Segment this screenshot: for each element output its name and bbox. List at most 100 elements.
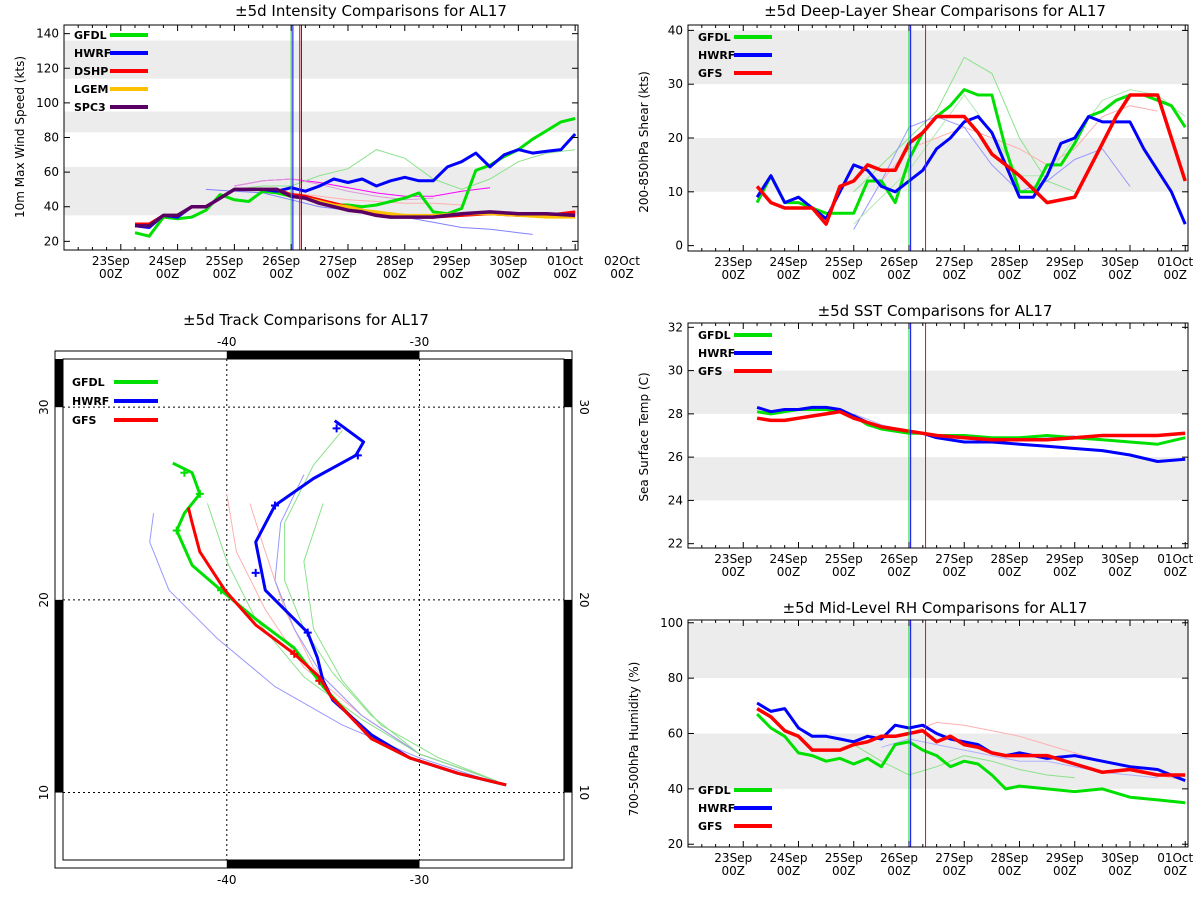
intensity-ytick-label: 140 — [36, 27, 59, 41]
sst-legend-label-hwrf: HWRF — [698, 347, 735, 360]
rh-ylabel: 700-500hPa Humidity (%) — [627, 662, 641, 817]
track-lon-label-top: -40 — [217, 335, 237, 349]
intensity-xtick-date: 27Sep — [319, 254, 357, 268]
rh-xtick-hour: 00Z — [832, 864, 856, 878]
sst-title: ±5d SST Comparisons for AL17 — [818, 302, 1053, 320]
shear-xtick-date: 28Sep — [991, 255, 1029, 269]
intensity-legend-label-spc3: SPC3 — [74, 101, 106, 114]
track-legend-label-gfs: GFS — [72, 414, 97, 427]
intensity-xtick-hour: 00Z — [269, 267, 293, 281]
sst-frame — [687, 322, 1189, 549]
rh-plot-area: 2040608010023Sep00Z24Sep00Z25Sep00Z26Sep… — [660, 616, 1193, 878]
track-legend-label-hwrf: HWRF — [72, 395, 109, 408]
rh-xtick-date: 27Sep — [935, 851, 973, 865]
track-lat-label-right: 10 — [577, 785, 591, 800]
track-marker-gfdl — [180, 468, 189, 477]
shear-ensemble-line-0 — [853, 56, 1075, 193]
track-lat-label-right: 20 — [577, 592, 591, 607]
shear-ytick-label: 40 — [668, 23, 683, 37]
shear-ytick-label: 10 — [668, 185, 683, 199]
track-ensemble-line-5 — [284, 429, 497, 782]
intensity-xtick-date: 01Oct — [547, 254, 583, 268]
shear-xtick-date: 01Oct — [1157, 255, 1193, 269]
shear-xtick-date: 27Sep — [935, 255, 973, 269]
intensity-ytick-label: 40 — [44, 200, 59, 214]
sst-xtick-hour: 00Z — [1163, 565, 1187, 579]
track-title: ±5d Track Comparisons for AL17 — [183, 311, 429, 329]
track-panel: ±5d Track Comparisons for AL17 -40 -40 -30… — [37, 311, 591, 887]
shear-xtick-hour: 00Z — [1163, 268, 1187, 282]
sst-xtick-hour: 00Z — [998, 565, 1022, 579]
sst-xtick-date: 23Sep — [714, 552, 752, 566]
rh-xtick-hour: 00Z — [1108, 864, 1132, 878]
sst-ylabel: Sea Surface Temp (C) — [637, 372, 651, 501]
track-lon-bar-bottom — [226, 860, 420, 868]
track-lon-label-top: -30 — [410, 335, 430, 349]
intensity-xtick-hour: 00Z — [497, 267, 521, 281]
track-lat-bar-left — [55, 359, 63, 408]
shear-legend-label-gfs: GFS — [698, 67, 723, 80]
sst-xtick-date: 01Oct — [1157, 552, 1193, 566]
rh-series-hwrf — [756, 701, 1186, 782]
track-marker-hwrf — [332, 424, 341, 433]
rh-ytick-label: 20 — [668, 837, 683, 851]
shear-xtick-hour: 00Z — [1108, 268, 1132, 282]
intensity-xtick-hour: 00Z — [440, 267, 464, 281]
sst-band-1 — [688, 370, 1188, 414]
intensity-legend-label-dshp: DSHP — [74, 65, 108, 78]
sst-xtick-hour: 00Z — [721, 565, 745, 579]
sst-legend-label-gfdl: GFDL — [698, 329, 731, 342]
rh-ytick-label: 60 — [668, 727, 683, 741]
intensity-xtick-date: 29Sep — [433, 254, 471, 268]
track-lat-label-left: 30 — [37, 400, 51, 415]
rh-xtick-date: 24Sep — [770, 851, 808, 865]
track-lat-label-left: 20 — [37, 592, 51, 607]
sst-xtick-date: 29Sep — [1046, 552, 1084, 566]
track-marker-hwrf — [251, 568, 260, 577]
track-ensemble-line-2 — [226, 493, 497, 782]
intensity-xtick-hour: 00Z — [99, 267, 123, 281]
shear-xtick-date: 25Sep — [825, 255, 863, 269]
sst-ytick-label: 22 — [668, 537, 683, 551]
shear-xtick-date: 29Sep — [1046, 255, 1084, 269]
shear-xtick-hour: 00Z — [887, 268, 911, 282]
sst-xtick-hour: 00Z — [942, 565, 966, 579]
intensity-ylabel: 10m Max Wind Speed (kts) — [13, 56, 27, 218]
intensity-xtick-date: 02Oct — [604, 254, 640, 268]
intensity-ytick-label: 80 — [44, 131, 59, 145]
sst-plot-area: 22242628303223Sep00Z24Sep00Z25Sep00Z26Se… — [668, 320, 1194, 579]
intensity-title: ±5d Intensity Comparisons for AL17 — [235, 2, 507, 20]
intensity-ytick-label: 60 — [44, 165, 59, 179]
rh-xtick-date: 23Sep — [714, 851, 752, 865]
shear-title: ±5d Deep-Layer Shear Comparisons for AL1… — [764, 2, 1106, 20]
rh-band-1 — [688, 622, 1188, 679]
intensity-band-0 — [64, 166, 578, 216]
sst-xtick-hour: 00Z — [1053, 565, 1077, 579]
sst-xtick-hour: 00Z — [777, 565, 801, 579]
rh-series-gfs — [756, 707, 1186, 777]
shear-plot-area: 01020304023Sep00Z24Sep00Z25Sep00Z26Sep00… — [668, 23, 1194, 282]
intensity-plot-area: 2040608010012014023Sep00Z24Sep00Z25Sep00… — [36, 24, 640, 281]
sst-xtick-date: 24Sep — [770, 552, 808, 566]
intensity-band-2 — [64, 40, 578, 79]
intensity-panel: ±5d Intensity Comparisons for AL17 20 40 6… — [13, 2, 640, 281]
intensity-xtick-hour: 00Z — [156, 267, 180, 281]
sst-xtick-date: 26Sep — [880, 552, 918, 566]
track-marker-gfs — [315, 676, 324, 685]
track-legend-label-gfdl: GFDL — [72, 376, 105, 389]
rh-xtick-hour: 00Z — [777, 864, 801, 878]
shear-ytick-label: 0 — [675, 239, 683, 253]
track-lat-bar-right — [564, 359, 572, 408]
rh-xtick-hour: 00Z — [887, 864, 911, 878]
shear-ytick-label: 20 — [668, 131, 683, 145]
rh-title: ±5d Mid-Level RH Comparisons for AL17 — [783, 599, 1088, 617]
track-marker-hwrf — [303, 628, 312, 637]
sst-xtick-hour: 00Z — [887, 565, 911, 579]
sst-xtick-date: 28Sep — [991, 552, 1029, 566]
shear-ytick-label: 30 — [668, 77, 683, 91]
sst-ytick-label: 24 — [668, 493, 683, 507]
rh-xtick-date: 01Oct — [1157, 851, 1193, 865]
shear-xtick-hour: 00Z — [832, 268, 856, 282]
track-ensemble-line-0 — [149, 513, 497, 784]
